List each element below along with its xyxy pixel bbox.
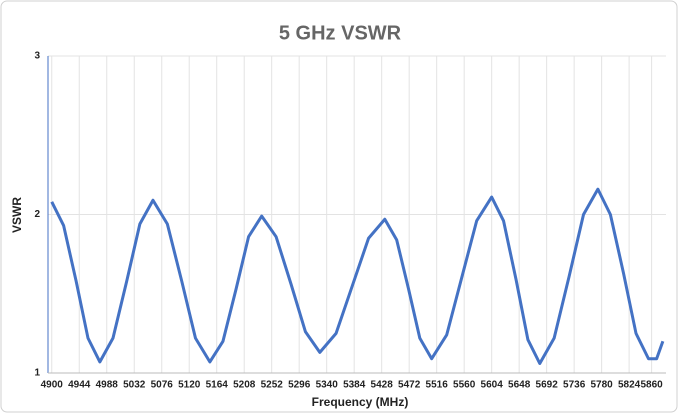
x-tick-label: 5560	[453, 380, 476, 391]
x-tick-label: 5428	[371, 380, 394, 391]
x-tick-label: 5120	[178, 380, 201, 391]
x-tick-label: 4944	[68, 380, 91, 391]
x-tick-label: 5296	[288, 380, 311, 391]
data-line	[50, 187, 665, 365]
x-tick-label: 5692	[536, 380, 559, 391]
x-tick-label: 5648	[508, 380, 531, 391]
x-tick-label: 5340	[316, 380, 339, 391]
x-tick-label: 5516	[426, 380, 449, 391]
x-tick-label: 5472	[398, 380, 421, 391]
y-tick-label: 1	[34, 368, 40, 379]
x-axis-label: Frequency (MHz)	[312, 395, 409, 409]
y-axis-label: VSWR	[10, 197, 24, 233]
x-tick-label: 5032	[123, 380, 146, 391]
x-tick-label: 4988	[96, 380, 119, 391]
x-tick-label: 5824	[618, 380, 641, 391]
x-tick-label: 5604	[481, 380, 504, 391]
x-tick-label: 5076	[151, 380, 174, 391]
x-tick-label: 5780	[591, 380, 614, 391]
x-tick-label: 5384	[343, 380, 366, 391]
x-tick-label: 5736	[563, 380, 586, 391]
x-tick-label: 4900	[41, 380, 64, 391]
x-tick-label: 5860	[641, 380, 664, 391]
y-tick-label: 2	[34, 209, 40, 220]
x-tick-label: 5208	[233, 380, 256, 391]
y-tick-label: 3	[34, 51, 40, 62]
x-tick-label: 5252	[261, 380, 284, 391]
chart-title: 5 GHz VSWR	[279, 22, 402, 44]
x-tick-label: 5164	[206, 380, 229, 391]
